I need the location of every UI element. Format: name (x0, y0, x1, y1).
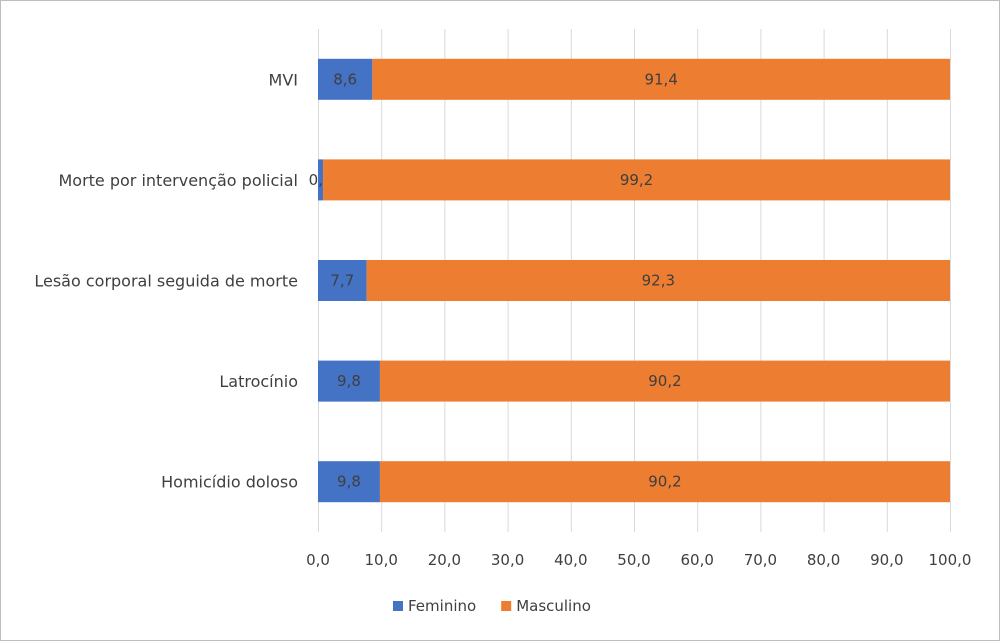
x-tick-label: 0,0 (306, 551, 330, 569)
data-label-masculino-morte-por-intervencao-policial: 99,2 (620, 171, 653, 189)
data-label-feminino-mvi: 8,6 (333, 70, 357, 88)
legend-swatch-masculino (501, 601, 512, 611)
data-label-masculino-lesao-corporal-seguida-de-morte: 92,3 (642, 272, 675, 290)
data-label-feminino-lesao-corporal-seguida-de-morte: 7,7 (330, 272, 354, 290)
data-label-masculino-mvi: 91,4 (644, 70, 677, 88)
x-tick-label: 60,0 (680, 551, 713, 569)
legend-swatch-feminino (393, 601, 403, 611)
data-label-feminino-homicidio-doloso: 9,8 (337, 473, 361, 491)
x-tick-label: 80,0 (807, 551, 840, 569)
bars: 8,6 91,40,8 99,27,7 92,39,8 90,29,8 90,2 (309, 58, 950, 503)
x-tick-label: 20,0 (428, 551, 461, 569)
bar-masculino-latrocinio (379, 360, 950, 402)
bar-masculino-homicidio-doloso (379, 461, 950, 503)
legend: Feminino Masculino (393, 597, 591, 615)
bar-feminino-latrocinio (318, 360, 380, 402)
legend-label-feminino: Feminino (408, 597, 476, 615)
x-tick-label: 30,0 (491, 551, 524, 569)
legend-label-masculino: Masculino (516, 597, 591, 615)
x-tick-label: 70,0 (744, 551, 777, 569)
bar-feminino-homicidio-doloso (318, 461, 380, 503)
x-tick-labels: 0,0 10,0 20,0 30,0 40,0 50,0 60,0 70,0 80,0 90,0 1… (306, 551, 971, 569)
category-label-morte-por-intervencao-policial: Morte por intervenção policial (58, 171, 298, 190)
x-tick-label: 40,0 (554, 551, 587, 569)
bar-feminino-mvi (318, 58, 373, 100)
category-labels: MVI Morte por intervenção policial Lesão c… (34, 70, 298, 491)
x-tick-label: 10,0 (364, 551, 397, 569)
data-label-masculino-latrocinio: 90,2 (648, 372, 681, 390)
bar-feminino-morte-por-intervencao-policial (318, 159, 324, 201)
category-label-mvi: MVI (269, 70, 298, 89)
data-label-masculino-homicidio-doloso: 90,2 (648, 473, 681, 491)
bar-masculino-mvi (372, 58, 950, 100)
bar-masculino-lesao-corporal-seguida-de-morte (366, 260, 950, 301)
x-tick-label: 100,0 (929, 551, 972, 569)
category-label-latrocinio: Latrocínio (219, 372, 298, 391)
data-label-feminino-latrocinio: 9,8 (337, 372, 361, 390)
category-label-lesao-corporal-seguida-de-morte: Lesão corporal seguida de morte (34, 272, 298, 291)
category-label-homicidio-doloso: Homicídio doloso (161, 473, 298, 492)
bar-masculino-morte-por-intervencao-policial (323, 159, 950, 201)
x-tick-label: 50,0 (617, 551, 650, 569)
x-tick-label: 90,0 (870, 551, 903, 569)
bar-feminino-lesao-corporal-seguida-de-morte (318, 260, 367, 301)
